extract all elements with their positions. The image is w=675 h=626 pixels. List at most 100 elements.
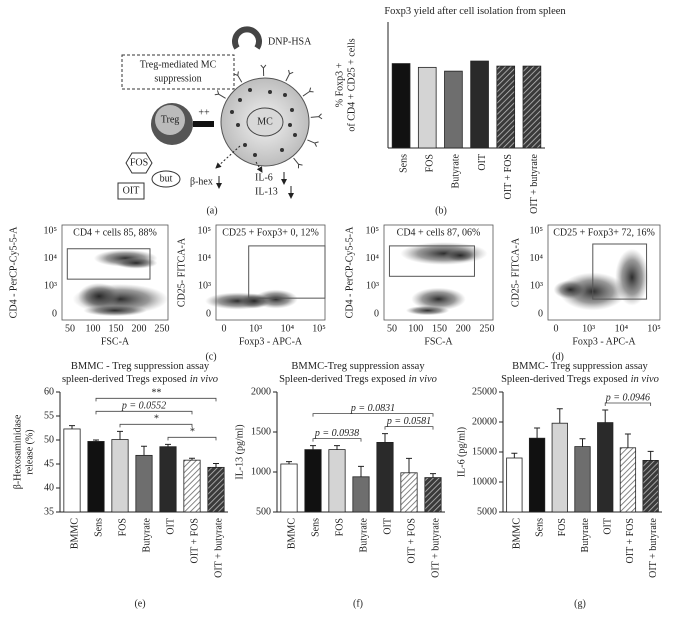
significance-label: p = 0.0946 bbox=[605, 392, 650, 403]
bar bbox=[528, 437, 546, 513]
x-tick-label: OIT bbox=[603, 518, 614, 535]
flow-y-tick: 10⁵ bbox=[44, 225, 58, 236]
y-axis-label: of CD4 + CD25 + cells bbox=[346, 38, 357, 131]
y-tick-label: 10000 bbox=[472, 476, 497, 487]
x-tick-label: FOS bbox=[334, 518, 345, 536]
y-axis-label: % Foxp3 + bbox=[334, 62, 345, 107]
granule bbox=[238, 98, 242, 102]
flow-y-tick: 10³ bbox=[366, 281, 379, 292]
oit-box bbox=[117, 182, 145, 200]
significance-label: p = 0.0581 bbox=[386, 416, 431, 427]
antigen-shape bbox=[232, 26, 262, 50]
gate-label: CD4 + cells 85, 88% bbox=[73, 227, 157, 238]
chart-title: Foxp3 yield after cell isolation from sp… bbox=[384, 6, 566, 17]
bar bbox=[522, 65, 542, 149]
flow-y-label: CD4 - PerCP-Cy5-5-A bbox=[344, 226, 355, 318]
error-bar bbox=[358, 465, 364, 477]
panel-label: (e) bbox=[134, 598, 145, 609]
x-tick-label: OIT bbox=[477, 154, 488, 171]
y-tick-label: 40 bbox=[44, 482, 54, 493]
arrow bbox=[255, 161, 263, 173]
x-tick-label: OIT + FOS bbox=[625, 518, 636, 563]
flow-y-tick: 10³ bbox=[44, 281, 57, 292]
flow-x-label: FSC-A bbox=[424, 336, 453, 347]
bar bbox=[159, 446, 177, 513]
error-bar bbox=[165, 443, 171, 447]
bar bbox=[551, 422, 568, 513]
bar bbox=[376, 441, 394, 513]
error-bar bbox=[310, 445, 316, 450]
granule bbox=[280, 148, 284, 152]
error-bar bbox=[647, 450, 654, 461]
significance-label: * bbox=[190, 427, 195, 438]
panel-label: (c) bbox=[205, 351, 216, 362]
gate bbox=[388, 245, 475, 277]
flow-x-tick: 50 bbox=[387, 323, 397, 334]
event-density bbox=[237, 293, 271, 309]
receptor bbox=[285, 69, 294, 82]
fos-label: FOS bbox=[130, 157, 148, 168]
error-bar bbox=[406, 457, 412, 473]
bar bbox=[183, 459, 201, 513]
y-tick-label: 15000 bbox=[472, 446, 497, 457]
bar bbox=[352, 476, 370, 513]
granule bbox=[230, 110, 234, 114]
title-text: Spleen-derived Tregs exposed bbox=[501, 374, 628, 385]
error-bar bbox=[579, 438, 586, 447]
significance-bracket bbox=[95, 397, 217, 402]
bar bbox=[63, 428, 81, 513]
receptors bbox=[214, 64, 323, 169]
arrow bbox=[215, 145, 241, 169]
bar bbox=[207, 466, 225, 513]
flow-x-tick: 10⁵ bbox=[312, 323, 326, 334]
receptor bbox=[307, 139, 319, 147]
receptor bbox=[233, 71, 243, 83]
title-text: BMMC- Treg suppression assay bbox=[512, 361, 648, 372]
flow-x-label: Foxp3 - APC-A bbox=[239, 336, 303, 347]
bar bbox=[597, 422, 614, 513]
y-axis-label: IL-6 (pg/ml) bbox=[456, 427, 467, 477]
nucleus bbox=[246, 107, 284, 137]
y-tick-label: 2000 bbox=[251, 386, 271, 397]
title-emphasis: in vivo bbox=[409, 374, 437, 385]
mc-label: MC bbox=[257, 116, 273, 127]
bhex-label: β-hex bbox=[190, 176, 213, 187]
flow-y-tick: 10⁵ bbox=[198, 225, 212, 236]
flow-y-tick: 10⁴ bbox=[198, 253, 212, 264]
title-text: BMMC - Treg suppression assay bbox=[71, 361, 210, 372]
flow-y-tick: 10⁴ bbox=[44, 253, 58, 264]
granule bbox=[253, 153, 257, 157]
bar bbox=[642, 459, 659, 513]
but-label: but bbox=[160, 173, 173, 184]
x-tick-label: Butyrate bbox=[451, 153, 462, 188]
flow-y-tick: 10⁵ bbox=[366, 225, 380, 236]
y-tick-label: 60 bbox=[44, 386, 54, 397]
panel-label: (g) bbox=[574, 598, 586, 609]
y-tick-label: 1500 bbox=[251, 426, 271, 437]
bar bbox=[304, 449, 322, 513]
y-axis-label: β-Hexosaminidase bbox=[12, 414, 23, 489]
error-bar bbox=[141, 445, 147, 456]
chart-title: BMMC - Treg suppression assay bbox=[71, 361, 210, 372]
flow-x-tick: 100 bbox=[408, 323, 423, 334]
receptor bbox=[310, 113, 323, 120]
flow-x-tick: 50 bbox=[65, 323, 75, 334]
event-density bbox=[115, 257, 158, 269]
y-axis-label: IL-13 (pg/ml) bbox=[234, 424, 245, 479]
x-tick-label: OIT bbox=[382, 518, 393, 535]
flow-x-tick: 10⁴ bbox=[281, 323, 295, 334]
flow-y-tick: 10⁴ bbox=[530, 253, 544, 264]
antigen-label: DNP-HSA bbox=[268, 36, 312, 47]
significance-bracket bbox=[312, 413, 434, 417]
error-bar bbox=[286, 461, 292, 464]
receptor bbox=[293, 157, 303, 169]
flow-x-tick: 250 bbox=[155, 323, 170, 334]
flow-y-label: CD4 - PerCP-Cy5-5-A bbox=[8, 226, 19, 318]
receptor bbox=[214, 90, 226, 99]
x-tick-label: OIT + butyrate bbox=[529, 153, 540, 213]
error-bar bbox=[430, 473, 436, 478]
chart-title: Spleen-derived Tregs exposed in vivo bbox=[501, 374, 659, 385]
error-bar bbox=[69, 425, 75, 429]
significance-label: p = 0.0831 bbox=[350, 403, 395, 414]
